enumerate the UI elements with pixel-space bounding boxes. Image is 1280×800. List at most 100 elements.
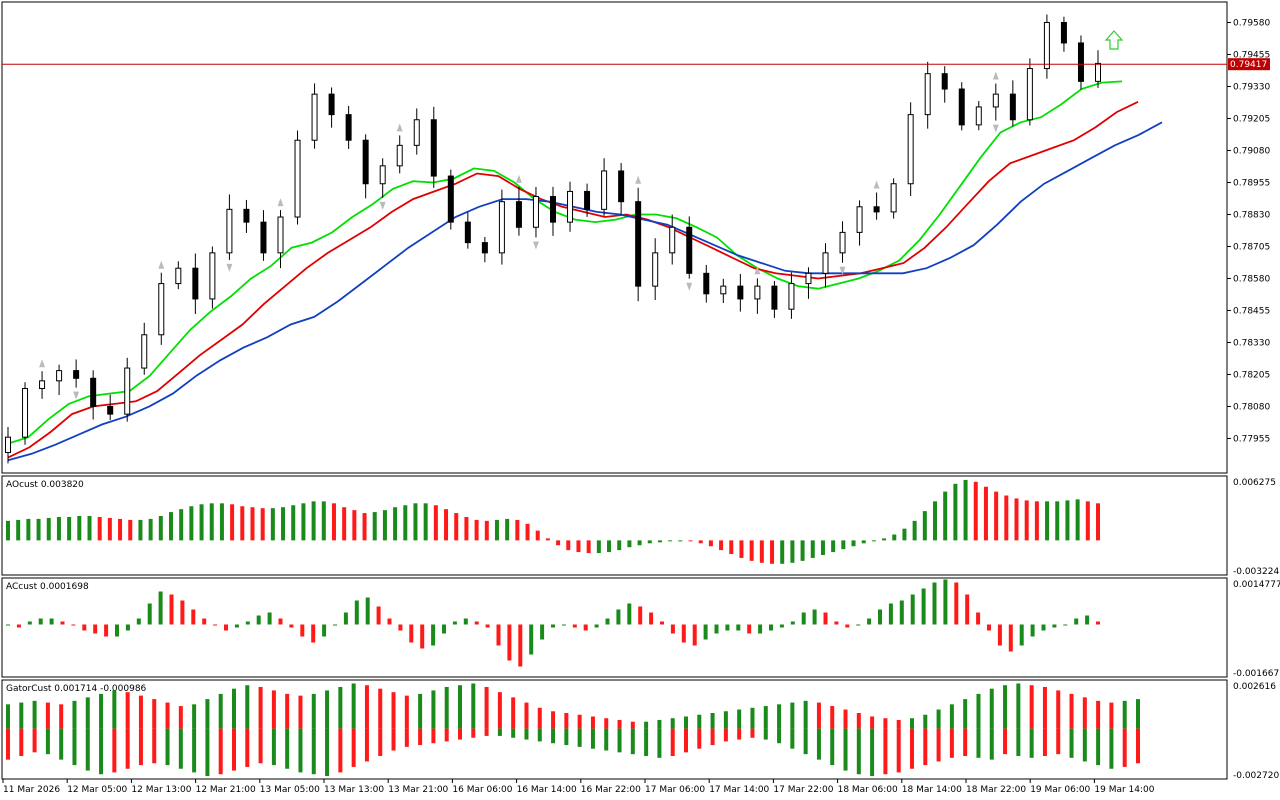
candle-body (890, 183, 897, 213)
ao-bar (800, 540, 805, 561)
time-tick-label: 13 Mar 13:00 (324, 785, 384, 795)
gator-upper-bar (178, 706, 183, 729)
gator-upper-bar (723, 711, 728, 729)
gator-upper-bar (856, 713, 861, 729)
gator-lower-bar (551, 728, 556, 744)
ac-bar (278, 618, 283, 625)
gator-upper-bar (59, 704, 64, 729)
ac-bar (354, 600, 359, 625)
ao-bar (87, 515, 92, 541)
ac-bar (627, 603, 632, 625)
ac-bar (867, 618, 872, 625)
gator-upper-bar (1082, 697, 1087, 729)
ao-bar (871, 540, 876, 542)
gator-upper-bar (803, 700, 808, 729)
time-tick-label: 19 Mar 14:00 (1094, 785, 1154, 795)
ac-bar (529, 624, 534, 655)
ac-bar (572, 624, 577, 628)
current-price-label: 0.79417 (1230, 60, 1267, 70)
gator-lower-bar (165, 728, 170, 766)
candle-body (22, 388, 29, 438)
ac-bar (376, 606, 381, 625)
gator-upper-bar (1029, 685, 1034, 729)
ao-bar (678, 540, 683, 542)
time-tick-label: 16 Mar 14:00 (517, 785, 577, 795)
gator-upper-bar (936, 709, 941, 729)
ac-bar (93, 624, 98, 634)
candle-body (277, 216, 284, 254)
gator-upper-bar (670, 718, 675, 729)
ao-bar (719, 540, 724, 551)
ao-bar (963, 479, 968, 541)
price-tick-label: 0.78580 (1233, 274, 1270, 284)
gator-upper-bar (497, 692, 502, 729)
gator-lower-bar (590, 728, 595, 749)
ao-bar (831, 540, 836, 553)
fractal-down-marker (839, 266, 846, 275)
ao-bar (647, 540, 652, 544)
ac-bar (474, 621, 479, 625)
gator-lower-bar (923, 728, 928, 766)
ac-bar (605, 618, 610, 625)
ma-line-green-MA (7, 80, 1123, 445)
gator-lower-bar (192, 728, 197, 773)
gator-upper-bar (923, 714, 928, 729)
gator-upper-bar (364, 685, 369, 729)
ao-bar (759, 540, 764, 563)
ac-bar (343, 612, 348, 625)
ac-bar (888, 603, 893, 625)
gator-upper-bar (949, 704, 954, 729)
pane-main (1, 1, 1228, 474)
ao-bar (240, 506, 245, 541)
ac-bar (169, 594, 174, 625)
gator-lower-bar (45, 728, 50, 755)
gator-lower-bar (418, 728, 423, 746)
gator-upper-bar (896, 719, 901, 729)
candle-body (260, 221, 267, 254)
gator-upper-bar (404, 695, 409, 729)
gator-lower-bar (1109, 728, 1114, 769)
gator-lower-bar (458, 728, 462, 740)
gator-upper-bar (218, 693, 223, 729)
gator-lower-bar (790, 728, 795, 749)
gator-lower-bar (630, 728, 635, 755)
ac-bar (60, 621, 65, 625)
gator-lower-bar (404, 728, 409, 747)
ac-bar (125, 624, 130, 631)
gator-lower-bar (1096, 728, 1101, 766)
gator-label: GatorCust 0.001714 -0.000986 (6, 684, 147, 694)
ao-bar (189, 506, 194, 541)
gator-lower-bar (524, 728, 529, 740)
ac-bar (398, 624, 403, 631)
ac-bar (823, 612, 828, 625)
ac-bar (997, 624, 1002, 646)
candle-body (720, 285, 727, 295)
gator-lower-bar (19, 728, 24, 756)
ao-bar (260, 508, 265, 541)
price-tick-label: 0.79580 (1233, 18, 1270, 28)
ao-bar (933, 501, 938, 541)
ac-bar (551, 624, 555, 628)
gator-lower-bar (896, 728, 901, 773)
ac-bar (910, 594, 915, 625)
ac-bar (485, 624, 490, 628)
ac-bar (322, 624, 327, 637)
gator-upper-bar (1003, 685, 1008, 729)
gator-lower-bar (989, 728, 994, 760)
ac-bar (1008, 624, 1013, 652)
fractal-up-marker (396, 123, 403, 132)
ac-bar (180, 600, 185, 625)
ao-bar (841, 540, 846, 550)
ao-bar (668, 540, 673, 542)
ao-bar (393, 507, 398, 541)
ac-bar (452, 621, 457, 625)
ac-bar (769, 624, 773, 631)
ac-bar (725, 624, 730, 631)
ac-bar (1019, 624, 1024, 646)
ao-bar (1055, 501, 1060, 541)
ao-bar (627, 540, 632, 548)
gator-lower-bar (883, 728, 888, 775)
ac-bar (300, 624, 305, 637)
gator-upper-bar (165, 702, 170, 729)
